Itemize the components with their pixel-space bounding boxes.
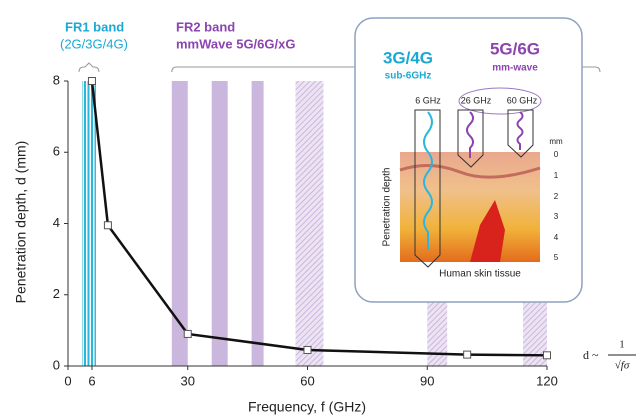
fr1-brace bbox=[79, 63, 99, 72]
x-axis-label: Frequency, f (GHz) bbox=[248, 399, 366, 415]
scale-unit: mm bbox=[549, 137, 563, 146]
inset-right-sub: mm-wave bbox=[492, 63, 538, 74]
data-marker bbox=[464, 351, 471, 358]
formula-numerator: 1 bbox=[619, 339, 625, 351]
inset-left-title: 3G/4G bbox=[383, 48, 433, 67]
freq-label: 60 GHz bbox=[507, 95, 538, 105]
inset-left-sub: sub-6GHz bbox=[385, 71, 432, 82]
y-tick-label: 0 bbox=[53, 357, 60, 372]
formula-denominator: √fσ bbox=[615, 360, 630, 372]
fr2-band bbox=[252, 81, 264, 366]
x-tick-label: 120 bbox=[536, 373, 558, 388]
inset-bottom-label: Human skin tissue bbox=[439, 269, 521, 280]
fr2-subtitle: mmWave 5G/6G/xG bbox=[176, 36, 295, 51]
scale-label: 4 bbox=[554, 233, 559, 242]
x-tick-label: 6 bbox=[88, 373, 95, 388]
data-marker bbox=[544, 352, 551, 359]
fr1-band bbox=[82, 81, 96, 366]
y-tick-label: 2 bbox=[53, 286, 60, 301]
scale-label: 1 bbox=[554, 171, 559, 180]
inset-right-title: 5G/6G bbox=[490, 39, 540, 58]
inset-side-label: Penetration depth bbox=[382, 168, 393, 247]
freq-label: 6 GHz bbox=[415, 95, 441, 105]
scale-label: 5 bbox=[554, 253, 559, 262]
freq-label: 26 GHz bbox=[461, 95, 492, 105]
chart: 0246806306090120 FR2 band mmWave 5G/6G/x… bbox=[0, 0, 639, 420]
x-tick-label: 90 bbox=[420, 373, 434, 388]
fr1-title: FR1 band bbox=[65, 19, 124, 34]
inset: 3G/4G sub-6GHz 5G/6G mm-wave 6 GHz 26 GH… bbox=[355, 18, 582, 302]
x-tick-label: 30 bbox=[181, 373, 195, 388]
formula-lhs: d ~ bbox=[583, 348, 599, 362]
fr1-subtitle: (2G/3G/4G) bbox=[60, 36, 128, 51]
x-tick-label: 60 bbox=[300, 373, 314, 388]
fr2-band bbox=[296, 81, 324, 366]
scale-label: 2 bbox=[554, 192, 559, 201]
x-tick-label: 0 bbox=[64, 373, 71, 388]
y-tick-label: 6 bbox=[53, 144, 60, 159]
skin-tissue bbox=[400, 152, 540, 262]
data-marker bbox=[304, 346, 311, 353]
formula: d ~ 1 √fσ bbox=[583, 339, 636, 372]
y-tick-label: 8 bbox=[53, 72, 60, 87]
data-marker bbox=[184, 330, 191, 337]
scale-label: 3 bbox=[554, 212, 559, 221]
data-marker bbox=[104, 222, 111, 229]
scale-label: 0 bbox=[554, 150, 559, 159]
fr2-title: FR2 band bbox=[176, 19, 235, 34]
y-axis-label: Penetration depth, d (mm) bbox=[13, 141, 29, 304]
data-marker bbox=[88, 78, 95, 85]
fr2-band bbox=[212, 81, 228, 366]
y-tick-label: 4 bbox=[53, 215, 60, 230]
